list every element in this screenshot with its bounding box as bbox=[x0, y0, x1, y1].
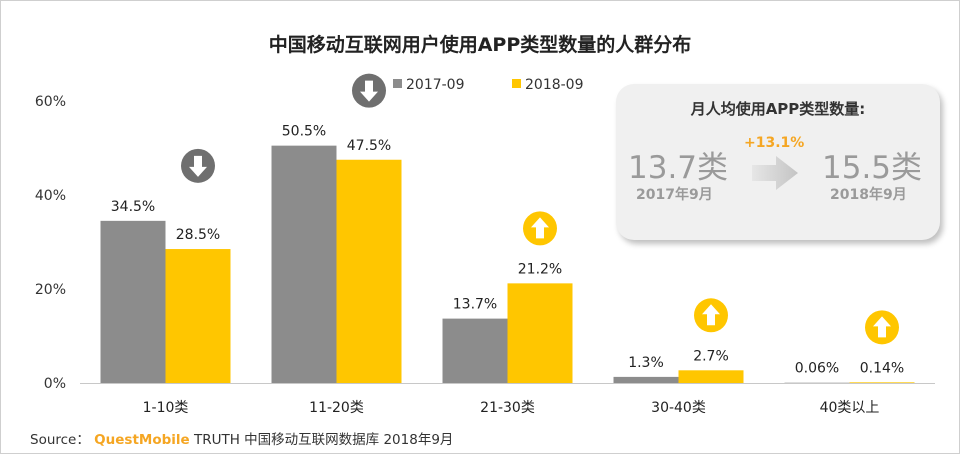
arrow-down-icon bbox=[360, 80, 378, 102]
y-tick-label: 0% bbox=[44, 376, 66, 392]
x-tick-label: 40类以上 bbox=[820, 400, 880, 416]
bar bbox=[271, 145, 337, 383]
bar bbox=[507, 283, 573, 383]
before-date: 2017年9月 bbox=[636, 187, 713, 203]
data-label: 28.5% bbox=[176, 227, 220, 243]
source-rest: TRUTH 中国移动互联网数据库 2018年9月 bbox=[193, 432, 454, 448]
y-tick-label: 40% bbox=[35, 188, 66, 204]
x-tick-label: 30-40类 bbox=[651, 400, 706, 416]
legend-label: 2017-09 bbox=[406, 77, 465, 93]
bar bbox=[613, 376, 679, 383]
source-brand: QuestMobile bbox=[94, 432, 190, 448]
after-date: 2018年9月 bbox=[830, 187, 907, 203]
growth-percent: +13.1% bbox=[744, 135, 805, 151]
data-label: 47.5% bbox=[347, 138, 391, 154]
y-tick-label: 60% bbox=[35, 94, 66, 110]
x-tick-label: 1-10类 bbox=[143, 400, 189, 416]
bar bbox=[100, 220, 166, 383]
before-value: 13.7类 bbox=[628, 150, 729, 186]
data-label: 13.7% bbox=[453, 297, 497, 313]
arrow-up-icon bbox=[702, 304, 720, 326]
data-label: 0.06% bbox=[795, 361, 839, 377]
bar bbox=[336, 159, 402, 383]
arrow-down-icon bbox=[189, 155, 207, 177]
data-label: 1.3% bbox=[628, 355, 664, 371]
legend-swatch bbox=[393, 79, 402, 88]
callout-title: 月人均使用APP类型数量: bbox=[690, 100, 866, 118]
data-label: 2.7% bbox=[693, 348, 729, 364]
average-app-types-callout: 月人均使用APP类型数量: 13.7类 2017年9月 +13.1% 15.5类… bbox=[616, 84, 940, 240]
chart-title: 中国移动互联网用户使用APP类型数量的人群分布 bbox=[268, 34, 692, 56]
x-tick-label: 11-20类 bbox=[309, 400, 364, 416]
source-note: Source： QuestMobile TRUTH 中国移动互联网数据库 201… bbox=[30, 428, 453, 448]
data-label: 50.5% bbox=[282, 124, 326, 140]
x-tick-label: 21-30类 bbox=[480, 400, 535, 416]
bar bbox=[442, 318, 508, 383]
bar bbox=[849, 382, 915, 383]
data-label: 21.2% bbox=[518, 261, 562, 277]
source-prefix: Source： bbox=[30, 432, 90, 448]
after-value: 15.5类 bbox=[822, 150, 923, 186]
data-label: 0.14% bbox=[860, 360, 904, 376]
bar bbox=[165, 249, 231, 383]
legend-swatch bbox=[512, 79, 521, 88]
bar bbox=[678, 370, 744, 383]
right-arrow-icon bbox=[752, 156, 798, 190]
arrow-up-icon bbox=[873, 316, 891, 338]
y-tick-label: 20% bbox=[35, 282, 66, 298]
legend-label: 2018-09 bbox=[525, 77, 584, 93]
arrow-up-icon bbox=[531, 217, 549, 239]
data-label: 34.5% bbox=[111, 199, 155, 215]
